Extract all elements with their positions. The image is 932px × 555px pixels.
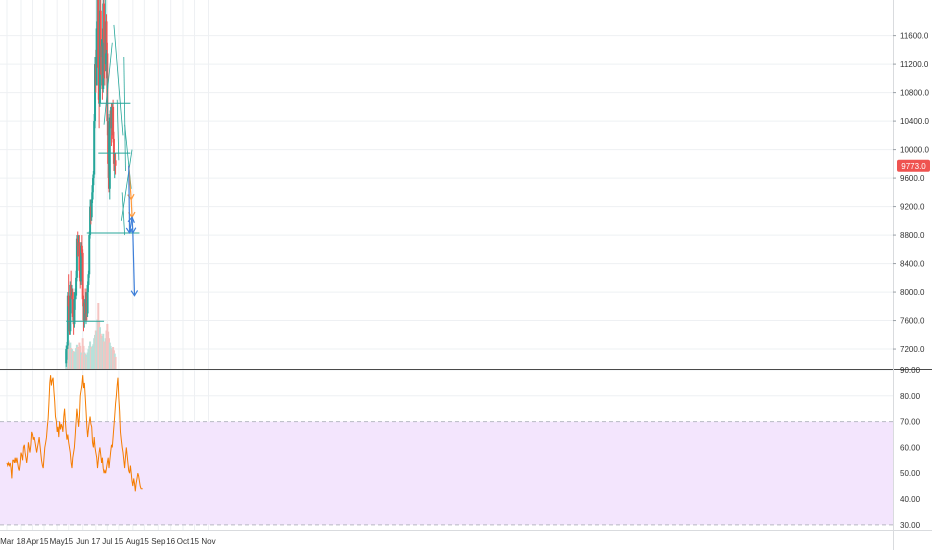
projection-segment	[132, 232, 136, 296]
price-axis-label: 10800.0	[900, 89, 929, 98]
volume-bar	[114, 356, 117, 369]
candle-body	[97, 0, 100, 68]
annotations	[66, 24, 140, 322]
projection-segment	[128, 165, 131, 233]
candle-body	[99, 10, 102, 57]
rsi-axis-label: 50.00	[900, 469, 921, 478]
candle-body	[102, 3, 105, 90]
time-axis-label: 16	[166, 537, 175, 546]
rsi-axis[interactable]: 90.00 80.00 70.00 60.00 50.00 40.00 30.00	[900, 366, 921, 530]
price-axis-label: 10400.0	[900, 117, 929, 126]
time-axis-label: 17	[91, 537, 100, 546]
trend-line	[113, 24, 124, 136]
candle-body	[103, 3, 106, 43]
trend-line	[116, 99, 120, 161]
price-axis-label: 7600.0	[900, 317, 925, 326]
time-axis-label: 15	[190, 537, 199, 546]
candle-body	[112, 106, 115, 139]
price-axis-label: 8800.0	[900, 231, 925, 240]
trend-line	[123, 56, 126, 171]
rsi-axis-label: 40.00	[900, 495, 921, 504]
candle-body	[112, 138, 115, 164]
time-axis-label: May	[50, 537, 65, 546]
candle-body	[75, 238, 78, 278]
last-price-label: 9773.0	[901, 162, 926, 171]
time-axis-label: 15	[64, 537, 73, 546]
candle-body	[67, 295, 70, 307]
candle-body	[70, 284, 73, 296]
price-axis-label: 11200.0	[900, 60, 929, 69]
price-axis[interactable]: 11600.0 11200.0 10800.0 10400.0 10000.0 9600.…	[893, 32, 929, 354]
candle-body	[66, 295, 69, 346]
candlestick-series	[65, 0, 117, 367]
trend-line	[106, 49, 110, 179]
candle-body	[92, 174, 95, 186]
candle-body	[91, 185, 94, 200]
candle-body	[78, 242, 81, 271]
rsi-axis-label: 30.00	[900, 521, 921, 530]
time-axis-label: Nov	[201, 537, 215, 546]
candle-body	[94, 64, 97, 122]
time-axis-label: 18	[17, 537, 26, 546]
candle-body	[75, 277, 78, 296]
candle-body	[90, 199, 93, 218]
time-axis-label: Jun	[76, 537, 89, 546]
candle-body	[74, 295, 77, 300]
candle-body	[71, 292, 74, 317]
time-axis-label: Mar	[0, 537, 14, 546]
candle-body	[69, 284, 72, 332]
candle-body	[93, 121, 96, 175]
candle-body	[114, 160, 117, 166]
candle-body	[66, 345, 69, 350]
last-price-tag-background	[897, 159, 930, 172]
rsi-line	[6, 375, 143, 492]
rsi-axis-label: 60.00	[900, 443, 921, 452]
projection-segment	[131, 217, 134, 233]
rsi-band-fill	[0, 421, 893, 525]
price-axis-label: 8000.0	[900, 288, 925, 297]
rsi-axis-label: 90.00	[900, 366, 921, 375]
rsi-band	[0, 421, 893, 526]
price-axis-label: 7200.0	[900, 345, 925, 354]
candle-body	[80, 245, 83, 282]
trend-line	[121, 192, 126, 236]
candle-body	[105, 21, 108, 54]
time-axis-label: 15	[140, 537, 149, 546]
time-axis-label: Jul	[102, 537, 112, 546]
candle-body	[65, 349, 68, 364]
price-axis-label: 9600.0	[900, 174, 925, 183]
projection-arrow-head	[130, 290, 139, 297]
price-axis-label: 8400.0	[900, 260, 925, 269]
candle-body	[80, 245, 83, 253]
time-axis-label: Sep	[151, 537, 166, 546]
candle-body	[95, 28, 98, 86]
candle-body	[86, 284, 89, 314]
time-axis-label: 15	[114, 537, 123, 546]
price-axis-label: 11600.0	[900, 32, 929, 41]
time-axis-label: Aug	[126, 537, 140, 546]
rsi-series	[6, 375, 143, 492]
time-axis-label: Apr	[26, 537, 39, 546]
candle-body	[81, 252, 84, 300]
candle-body	[87, 274, 90, 285]
time-axis-label: Oct	[177, 537, 190, 546]
trend-line	[103, 42, 113, 125]
rsi-axis-label: 80.00	[900, 392, 921, 401]
time-axis[interactable]: Mar 18 Apr 15 May 15 Jun 17 Jul 15 Aug 15 Sep 16 Oct 15…	[0, 537, 216, 546]
candle-body	[73, 299, 76, 325]
candle-body	[88, 235, 91, 275]
price-axis-label: 9200.0	[900, 203, 925, 212]
rsi-axis-label: 70.00	[900, 418, 921, 427]
last-price-tag: 9773.0	[897, 159, 930, 172]
time-axis-label: 15	[40, 537, 49, 546]
price-axis-label: 10000.0	[900, 146, 929, 155]
candle-body	[89, 206, 92, 236]
projection-alt-segment	[130, 199, 133, 218]
